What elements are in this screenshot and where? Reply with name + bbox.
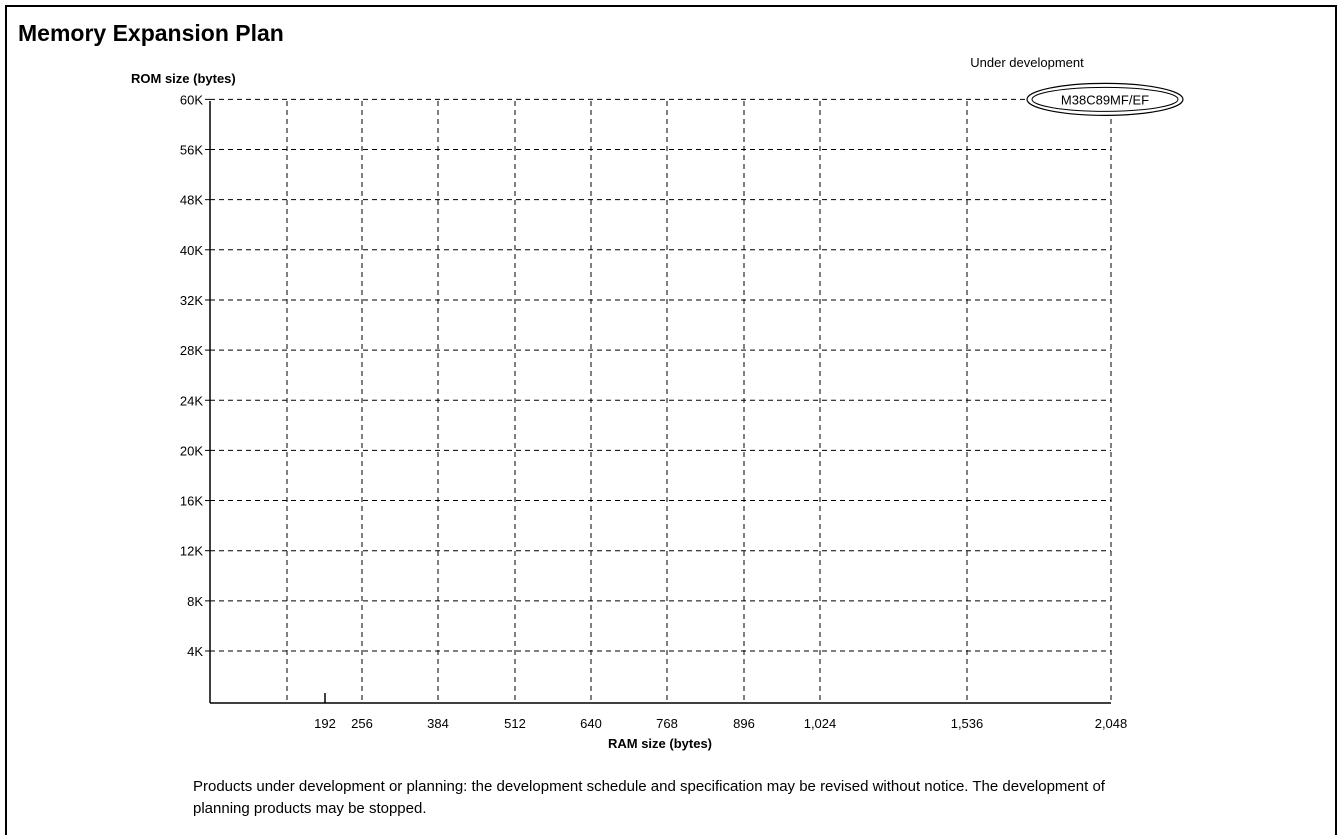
footnote: Products under development or planning: … bbox=[193, 778, 1105, 817]
x-tick-label: 1,024 bbox=[804, 716, 837, 731]
x-axis-label: RAM size (bytes) bbox=[608, 736, 712, 751]
x-tick-label: 2,048 bbox=[1095, 716, 1128, 731]
product-point: M38C89MF/EF bbox=[1026, 82, 1184, 116]
y-tick-label: 28K bbox=[180, 343, 203, 358]
tick-labels: 4K 8K 12K 16K 20K 24K 28K 32K 40K 48K 56K 60K 192 256… bbox=[180, 92, 1127, 731]
x-tick-label: 1,536 bbox=[951, 716, 984, 731]
y-tick-label: 16K bbox=[180, 494, 203, 509]
y-axis-label: ROM size (bytes) bbox=[131, 71, 236, 86]
point-label: M38C89MF/EF bbox=[1061, 92, 1149, 107]
axes bbox=[205, 98, 1111, 704]
y-tick-label: 12K bbox=[180, 544, 203, 559]
y-tick-label: 40K bbox=[180, 243, 203, 258]
y-tick-label: 4K bbox=[187, 644, 203, 659]
legend-label: Under development bbox=[970, 55, 1084, 70]
figure-frame bbox=[5, 5, 1337, 835]
x-tick-label: 896 bbox=[733, 716, 755, 731]
y-tick-label: 32K bbox=[180, 293, 203, 308]
grid-lines bbox=[210, 98, 1112, 703]
point-inner-ellipse bbox=[1031, 86, 1179, 112]
x-tick-label: 512 bbox=[504, 716, 526, 731]
y-tick-label: 20K bbox=[180, 443, 203, 458]
chart-title: Memory Expansion Plan bbox=[18, 20, 284, 46]
y-tick-label: 56K bbox=[180, 143, 203, 158]
x-tick-label: 192 bbox=[314, 716, 336, 731]
y-tick-label: 60K bbox=[180, 92, 203, 107]
x-tick-label: 384 bbox=[427, 716, 449, 731]
x-tick-label: 768 bbox=[656, 716, 678, 731]
x-tick-label: 640 bbox=[580, 716, 602, 731]
y-tick-label: 48K bbox=[180, 193, 203, 208]
y-tick-label: 8K bbox=[187, 594, 203, 609]
y-tick-label: 24K bbox=[180, 393, 203, 408]
x-tick-label: 256 bbox=[351, 716, 373, 731]
point-outer-ellipse bbox=[1026, 82, 1184, 116]
data-points: M38C89MF/EF bbox=[1026, 82, 1184, 116]
